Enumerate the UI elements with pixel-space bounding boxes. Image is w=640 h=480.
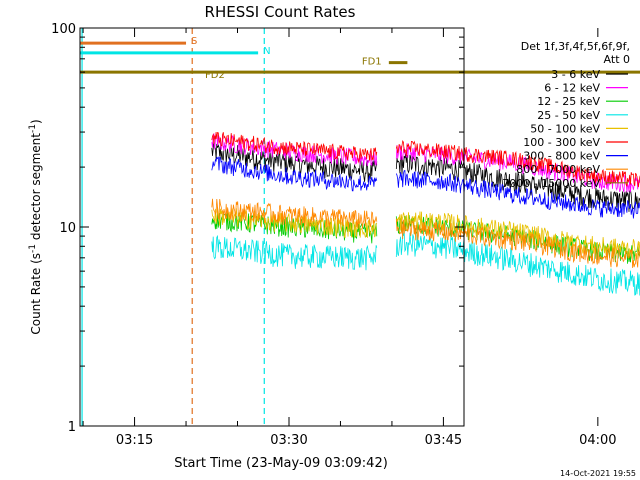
series-300-800kev: [211, 156, 640, 219]
x-tick-label: 03:15: [116, 433, 153, 448]
series-25-50kev: [211, 231, 640, 296]
legend-entry-label: 25 - 50 keV: [537, 109, 600, 122]
series-800-7000kev: [211, 198, 640, 268]
flag-label-s: S: [191, 36, 197, 47]
legend-entry-label: 3 - 6 keV: [551, 68, 600, 81]
series-100-300kev: [211, 131, 640, 188]
flag-label-n: N: [263, 46, 270, 57]
y-axis: 1 10 100: [51, 22, 464, 435]
x-tick-label: 04:00: [579, 433, 616, 448]
data-series: [211, 131, 640, 296]
x-tick-label: 03:30: [270, 433, 307, 448]
series-50-100kev: [211, 206, 640, 260]
flag-label-fd2: FD2: [205, 70, 225, 81]
chart-title: RHESSI Count Rates: [205, 3, 356, 21]
legend-entry-label: 50 - 100 keV: [530, 122, 600, 135]
legend-entry-label: 100 - 300 keV: [523, 136, 600, 149]
footer-timestamp: 14-Oct-2021 19:55: [560, 469, 636, 478]
flag-label-fd1: FD1: [362, 57, 382, 68]
legend-header-attenuator: Att 0: [604, 53, 630, 66]
legend-entry-label: 12 - 25 keV: [537, 95, 600, 108]
attenuator-flag-bars: S N FD1 FD2: [80, 36, 640, 81]
x-tick-label: 03:45: [425, 433, 462, 448]
y-tick-label: 1: [68, 420, 76, 435]
legend-header-detectors: Det 1f,3f,4f,5f,6f,9f,: [521, 40, 630, 53]
y-tick-label: 100: [51, 22, 76, 37]
legend: Det 1f,3f,4f,5f,6f,9f, Att 0 3 - 6 keV6 …: [502, 40, 630, 190]
legend-entry-label: 300 - 800 keV: [523, 150, 600, 163]
legend-entry-label: 7000 - 15000 keV: [502, 177, 600, 190]
y-tick-label: 10: [59, 221, 76, 236]
legend-entry-label: 800 - 7000 keV: [516, 163, 600, 176]
legend-entry-label: 6 - 12 keV: [544, 82, 600, 95]
x-axis-label: Start Time (23-May-09 03:09:42): [174, 456, 388, 471]
y-axis-label: Count Rate (s-1 detector segment-1): [28, 119, 43, 334]
plot-frame: [79, 27, 465, 427]
